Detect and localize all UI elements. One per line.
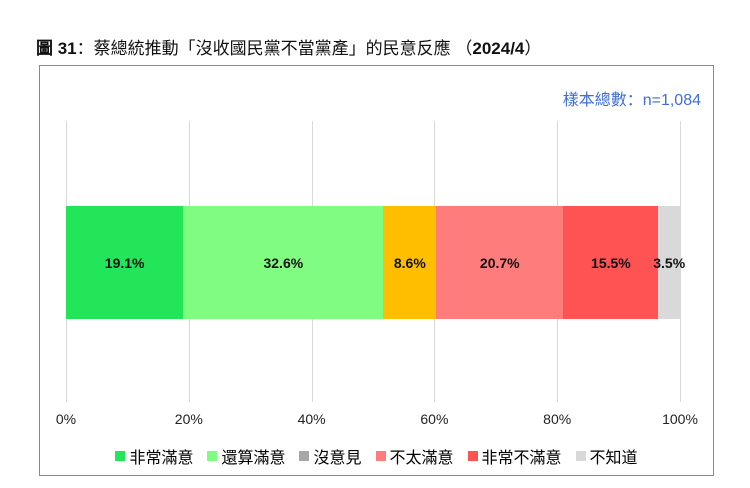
legend-swatch-icon	[467, 451, 478, 461]
figure-number: 圖 31	[36, 39, 77, 58]
x-tick-label: 0%	[55, 411, 77, 427]
title-suffix: ）	[524, 39, 542, 58]
legend: 非常滿意 還算滿意 沒意見 不太滿意 非常不滿意 不知道	[40, 444, 713, 468]
legend-item: 沒意見	[299, 444, 362, 468]
sample-size-label: 樣本總數：n=1,084	[562, 92, 701, 109]
bar-segment: 3.5%	[653, 206, 685, 319]
data-label: 8.6%	[393, 254, 426, 271]
legend-item: 不太滿意	[375, 444, 454, 468]
legend-swatch-icon	[575, 451, 586, 461]
chart-title: 圖 31：蔡總統推動「沒收國民黨不當黨產」的民意反應 （2024/4）	[36, 34, 541, 59]
data-label: 20.7%	[479, 254, 520, 271]
x-tick-label: 40%	[297, 411, 326, 427]
legend-swatch-icon	[299, 451, 310, 461]
gridline	[680, 121, 681, 402]
chart-frame: 樣本總數：n=1,084 19.1% 32.6% 8.6% 20.7% 15.5% 3.5…	[39, 65, 714, 476]
legend-item: 非常不滿意	[467, 444, 562, 468]
legend-label: 不太滿意	[389, 450, 454, 467]
legend-item: 不知道	[575, 444, 638, 468]
stacked-bar: 19.1% 32.6% 8.6% 20.7% 15.5% 3.5%	[66, 206, 685, 319]
bar-segment: 8.6%	[383, 206, 437, 319]
legend-swatch-icon	[375, 451, 386, 461]
data-label: 15.5%	[591, 254, 631, 271]
bar-segment: 19.1%	[66, 206, 184, 319]
legend-label: 非常不滿意	[481, 450, 562, 467]
legend-label: 還算滿意	[221, 450, 286, 467]
title-text: ：蔡總統推動「沒收國民黨不當黨產」的民意反應 （	[76, 39, 473, 58]
x-tick-label: 20%	[174, 411, 203, 427]
data-label: 19.1%	[104, 254, 145, 271]
x-tick-label: 60%	[420, 411, 449, 427]
title-date: 2024/4	[472, 39, 525, 58]
data-label: 32.6%	[263, 254, 304, 271]
legend-label: 不知道	[589, 450, 638, 467]
x-tick-label: 100%	[662, 411, 698, 427]
legend-item: 還算滿意	[207, 444, 285, 468]
data-label: 3.5%	[653, 254, 686, 271]
bar-segment: 15.5%	[563, 206, 659, 319]
x-tick-label: 80%	[543, 411, 572, 427]
bar-segment: 32.6%	[183, 206, 384, 319]
legend-swatch-icon	[207, 451, 218, 461]
bar-segment: 20.7%	[436, 206, 564, 319]
legend-item: 非常滿意	[115, 444, 193, 468]
legend-label: 非常滿意	[129, 450, 194, 467]
legend-label: 沒意見	[313, 450, 362, 467]
legend-swatch-icon	[115, 451, 126, 461]
